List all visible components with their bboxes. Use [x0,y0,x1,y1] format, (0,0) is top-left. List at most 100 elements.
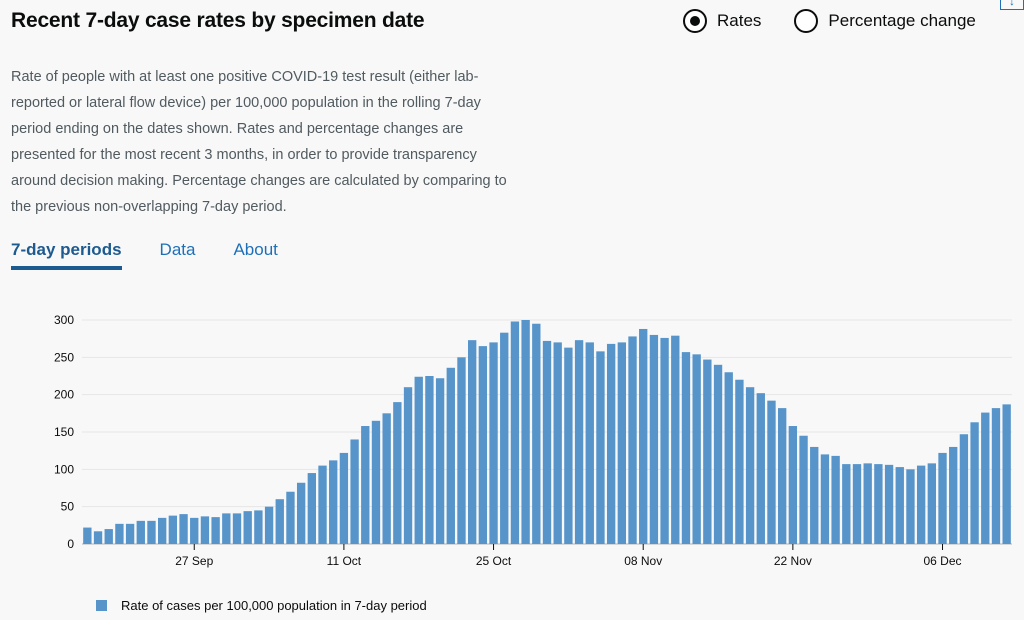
bar[interactable] [863,463,872,544]
bar[interactable] [179,514,188,544]
radio-unselected-icon[interactable] [794,9,819,33]
bar[interactable] [938,452,947,544]
bar[interactable] [521,320,530,544]
bar[interactable] [756,393,765,544]
bar[interactable] [158,517,167,544]
bar[interactable] [136,520,145,544]
bar[interactable] [468,340,477,544]
bar[interactable] [874,464,883,544]
bar[interactable] [639,328,648,544]
x-tick-label: 25 Oct [476,554,512,568]
bar[interactable] [115,523,124,544]
bar[interactable] [232,513,242,544]
bar[interactable] [884,464,894,544]
bar[interactable] [222,513,231,544]
bar[interactable] [585,342,594,544]
bar[interactable] [414,376,423,544]
bar[interactable] [831,455,840,544]
bar[interactable] [916,465,926,544]
bar[interactable] [93,531,103,544]
radio-percentage-change[interactable]: Percentage change [794,9,976,33]
bar[interactable] [264,506,274,544]
bar[interactable] [243,511,252,544]
bar[interactable] [168,515,178,544]
bar[interactable] [895,467,904,544]
bar[interactable] [361,426,370,544]
bar[interactable] [628,336,637,544]
bar[interactable] [596,351,605,544]
bar[interactable] [435,378,445,544]
bar[interactable] [564,347,573,544]
bar[interactable] [553,342,562,544]
bar[interactable] [200,516,210,544]
bar[interactable] [307,473,316,544]
bar[interactable] [692,354,701,544]
bar[interactable] [671,335,680,544]
bar[interactable] [542,340,552,544]
bar[interactable] [703,359,712,544]
bar[interactable] [339,452,349,544]
bar[interactable] [959,434,969,544]
bar[interactable] [489,342,498,544]
legend-swatch [96,600,107,611]
bar[interactable] [735,379,744,544]
bar[interactable] [810,446,819,544]
bar[interactable] [532,323,541,544]
bar[interactable] [820,454,830,544]
tab-7-day-periods[interactable]: 7-day periods [11,240,122,270]
bar[interactable] [275,499,284,544]
bar[interactable] [211,517,220,544]
bar[interactable] [500,332,509,544]
radio-selected-icon[interactable] [683,9,707,33]
bar[interactable] [83,527,92,544]
bar[interactable] [852,464,862,544]
bar[interactable] [660,337,669,544]
radio-rates[interactable]: Rates [683,9,761,33]
bar[interactable] [104,529,113,544]
bar[interactable] [649,334,659,544]
bar[interactable] [350,439,359,544]
bar[interactable] [1002,404,1011,544]
bar[interactable] [724,372,733,544]
bar[interactable] [778,408,787,544]
bar[interactable] [254,510,263,544]
bar[interactable] [799,435,808,544]
bar[interactable] [286,491,295,544]
bar[interactable] [991,408,1001,544]
bar[interactable] [970,422,979,544]
bar[interactable] [788,426,798,544]
bar[interactable] [403,387,413,544]
bar[interactable] [371,420,381,544]
bar[interactable] [981,412,990,544]
x-tick-label: 22 Nov [774,554,812,568]
tab-about[interactable]: About [233,240,278,259]
bar[interactable] [446,367,455,544]
bar[interactable] [190,517,199,544]
bar[interactable] [606,343,616,544]
x-tick-label: 27 Sep [175,554,213,568]
bar[interactable] [393,402,402,544]
bar[interactable] [147,520,156,544]
bar[interactable] [906,469,915,544]
bar[interactable] [574,340,584,544]
bar[interactable] [617,342,626,544]
bar[interactable] [927,463,936,544]
bar[interactable] [713,364,723,544]
bar[interactable] [745,387,755,544]
bar[interactable] [681,352,691,544]
bar[interactable] [949,446,958,544]
bar[interactable] [478,346,488,544]
bar[interactable] [510,321,520,544]
tab-data[interactable]: Data [159,240,196,259]
download-icon[interactable]: ↓ [1000,0,1024,10]
page-title: Recent 7-day case rates by specimen date [11,9,425,32]
bar[interactable] [125,523,135,544]
bar[interactable] [318,465,327,544]
bar[interactable] [457,357,466,544]
bar[interactable] [382,413,391,544]
bar[interactable] [296,482,306,544]
bar[interactable] [767,400,776,544]
bar[interactable] [329,460,338,544]
bar[interactable] [842,464,851,544]
bar[interactable] [425,376,434,544]
